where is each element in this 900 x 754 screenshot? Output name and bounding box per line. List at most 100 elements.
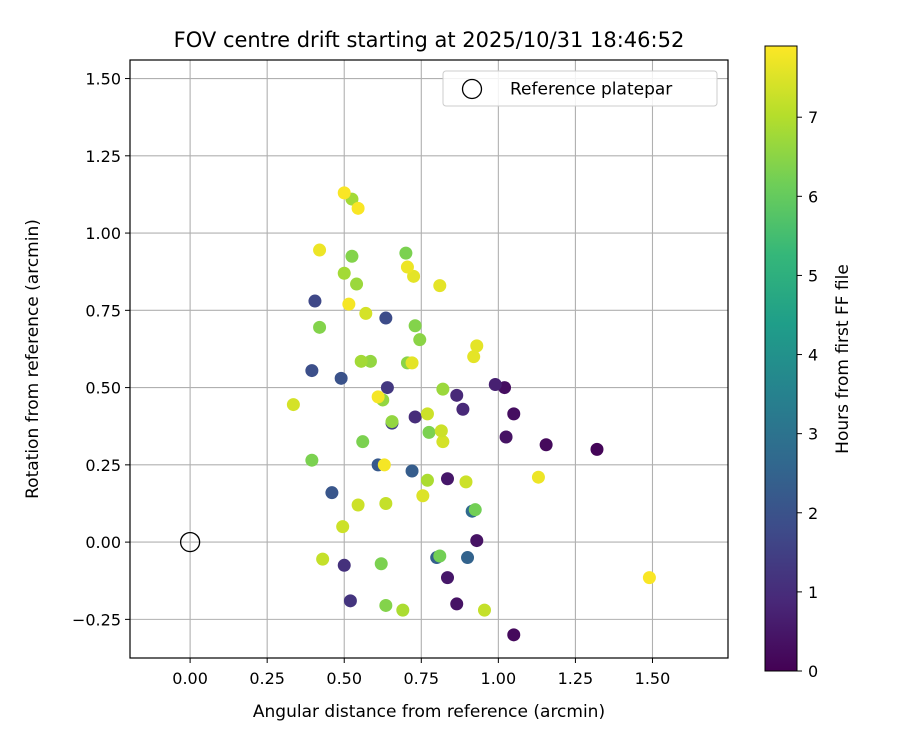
data-point <box>433 549 447 563</box>
data-point <box>334 371 348 385</box>
data-point <box>467 350 481 364</box>
colorbar-tick-label: 0 <box>808 662 818 681</box>
y-tick-label: 1.25 <box>85 147 121 166</box>
data-point <box>308 294 322 308</box>
legend-open-circle-icon <box>461 78 483 100</box>
colorbar-tick-label: 6 <box>808 187 818 206</box>
data-point <box>642 571 656 585</box>
data-point <box>336 520 350 534</box>
y-tick-label: 0.50 <box>85 379 121 398</box>
data-point <box>305 453 319 467</box>
y-axis-ticks: −0.25 0.00 0.25 0.50 0.75 1.00 1.25 1.50 <box>72 70 130 629</box>
data-point <box>374 557 388 571</box>
data-point <box>416 489 430 503</box>
y-axis-label: Rotation from reference (arcmin) <box>23 219 43 499</box>
data-point <box>356 435 370 449</box>
legend: Reference platepar <box>442 70 718 107</box>
data-point <box>371 390 385 404</box>
colorbar-tick-label: 1 <box>808 583 818 602</box>
data-point <box>380 381 394 395</box>
data-point <box>313 320 327 334</box>
data-point <box>286 398 300 412</box>
data-point <box>377 458 391 472</box>
data-point <box>422 425 436 439</box>
data-point <box>470 339 484 353</box>
data-point <box>468 503 482 517</box>
data-point <box>461 551 475 565</box>
data-point <box>433 279 447 293</box>
x-tick-label: 1.00 <box>481 669 517 688</box>
data-point <box>507 407 521 421</box>
grid <box>130 60 728 658</box>
plot-frame <box>129 59 729 659</box>
legend-box <box>442 70 718 107</box>
data-point <box>305 364 319 378</box>
data-point <box>399 246 413 260</box>
colorbar-ticks: 0 1 2 3 4 5 6 7 <box>797 108 818 681</box>
data-point <box>313 243 327 257</box>
data-point <box>450 597 464 611</box>
data-point <box>337 186 351 200</box>
data-point <box>477 603 491 617</box>
data-point <box>337 558 351 572</box>
data-point <box>456 402 470 416</box>
data-point <box>470 534 484 548</box>
x-tick-label: 1.50 <box>635 669 671 688</box>
colorbar-tick-label: 7 <box>808 108 818 127</box>
data-point <box>385 415 399 429</box>
data-point <box>400 260 414 274</box>
x-tick-label: 0.25 <box>249 669 285 688</box>
colorbar-label: Hours from first FF file <box>833 264 853 454</box>
x-tick-label: 0.50 <box>326 669 362 688</box>
data-point <box>337 266 351 280</box>
data-point <box>351 498 365 512</box>
data-point <box>350 277 364 291</box>
colorbar <box>765 46 797 671</box>
data-point <box>405 356 419 370</box>
colorbar-tick-label: 3 <box>808 425 818 444</box>
legend-label: Reference platepar <box>510 80 672 100</box>
x-tick-label: 0.00 <box>172 669 208 688</box>
data-point <box>413 333 427 347</box>
data-point <box>343 594 357 608</box>
data-point <box>450 388 464 402</box>
x-tick-label: 1.25 <box>558 669 594 688</box>
y-tick-label: 0.25 <box>85 456 121 475</box>
data-point <box>499 430 513 444</box>
colorbar-tick-label: 5 <box>808 266 818 285</box>
data-point <box>459 475 473 489</box>
data-point <box>354 354 368 368</box>
data-point <box>396 603 410 617</box>
reference-platepar-marker <box>179 531 201 553</box>
data-point <box>405 464 419 478</box>
data-point <box>539 438 553 452</box>
data-point <box>434 424 448 438</box>
chart-title: FOV centre drift starting at 2025/10/31 … <box>174 28 685 52</box>
data-point <box>420 407 434 421</box>
x-axis-label: Angular distance from reference (arcmin) <box>253 702 605 722</box>
data-point <box>407 269 421 283</box>
data-point <box>488 377 502 391</box>
data-point <box>379 311 393 325</box>
reference-marker-layer <box>179 531 201 553</box>
data-point <box>363 354 377 368</box>
y-tick-label: −0.25 <box>72 610 121 629</box>
data-point <box>436 435 450 449</box>
data-point <box>345 249 359 263</box>
data-point <box>359 306 373 320</box>
colorbar-frame <box>764 45 798 672</box>
colorbar-tick-label: 2 <box>808 504 818 523</box>
data-point <box>590 442 604 456</box>
data-point <box>440 571 454 585</box>
data-point <box>379 496 393 510</box>
data-point <box>342 297 356 311</box>
y-tick-label: 1.50 <box>85 70 121 89</box>
data-point <box>408 319 422 333</box>
y-tick-label: 1.00 <box>85 224 121 243</box>
x-tick-label: 0.75 <box>403 669 439 688</box>
data-point <box>436 382 450 396</box>
y-tick-label: 0.00 <box>85 533 121 552</box>
data-point <box>440 472 454 486</box>
